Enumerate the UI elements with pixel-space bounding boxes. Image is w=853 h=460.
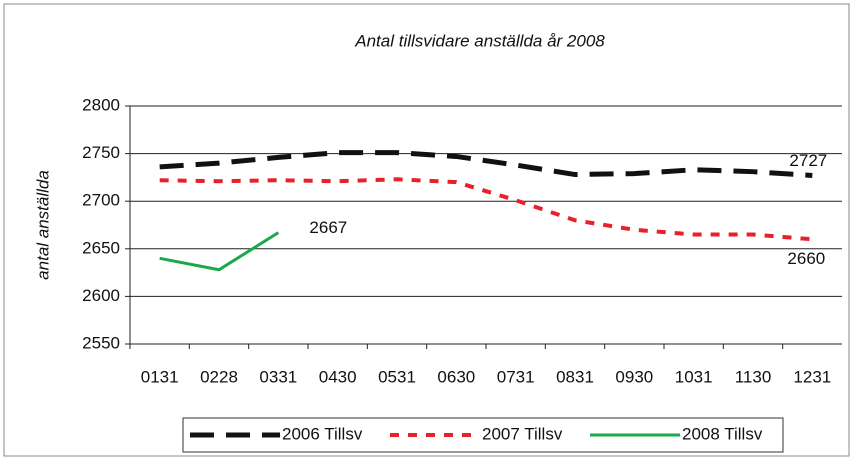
x-tick-label: 0331 [259, 367, 297, 386]
x-tick-label: 0131 [141, 367, 179, 386]
legend-label: 2007 Tillsv [482, 424, 563, 443]
series-line [159, 150, 813, 178]
y-axis-label: antal anställda [33, 170, 52, 280]
series-line [159, 231, 280, 272]
series-line [159, 177, 813, 242]
legend-label: 2006 Tillsv [282, 424, 363, 443]
x-tick-label: 0831 [556, 367, 594, 386]
x-tick-label: 1130 [735, 367, 772, 386]
y-tick-label: 2600 [82, 286, 120, 305]
data-label: 2667 [309, 218, 347, 237]
legend-box [182, 417, 784, 453]
x-tick-label: 0630 [437, 367, 475, 386]
legend-label: 2008 Tillsv [682, 424, 763, 443]
chart-border [3, 3, 850, 457]
x-tick-label: 0930 [615, 367, 653, 386]
x-tick-label: 0430 [319, 367, 357, 386]
x-tick-label: 0531 [378, 367, 416, 386]
x-tick-label: 0228 [200, 367, 238, 386]
y-tick-label: 2650 [82, 238, 120, 257]
data-label: 2727 [789, 151, 827, 170]
x-tick-label: 1031 [675, 367, 713, 386]
y-tick-label: 2750 [82, 143, 120, 162]
x-tick-label: 1231 [793, 367, 831, 386]
chart-title: Antal tillsvidare anställda år 2008 [354, 31, 605, 50]
y-tick-label: 2800 [82, 95, 120, 114]
x-tick-label: 0731 [497, 367, 535, 386]
data-label: 2660 [787, 249, 825, 268]
y-tick-label: 2700 [82, 191, 120, 210]
y-tick-label: 2550 [82, 333, 120, 352]
